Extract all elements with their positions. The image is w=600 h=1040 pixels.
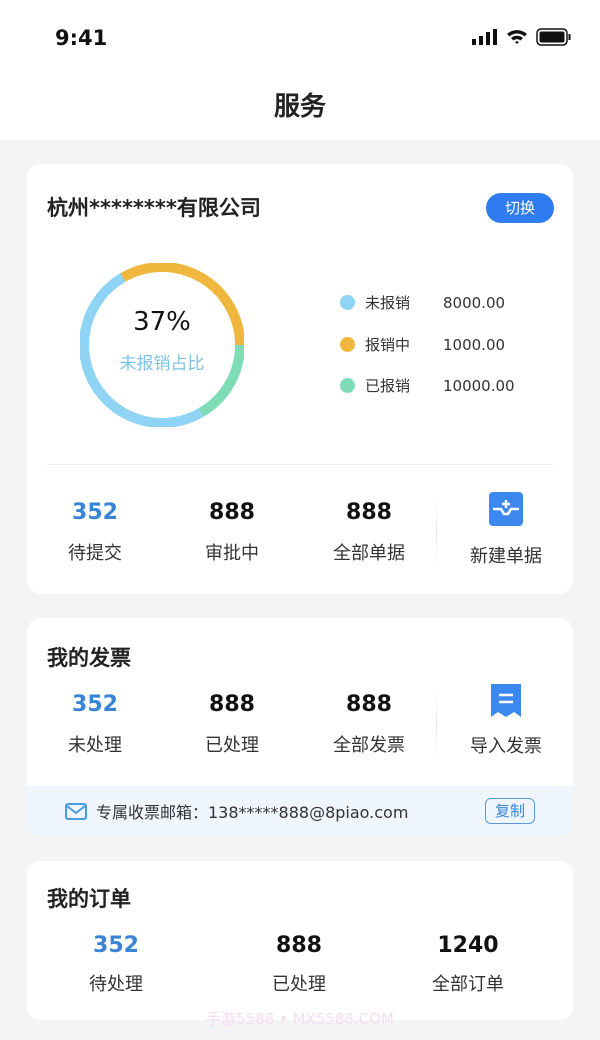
stat-processed-orders[interactable]: 888 已处理 xyxy=(272,933,326,995)
stat-pending-submit[interactable]: 352 待提交 xyxy=(68,500,122,564)
invoice-icon xyxy=(491,684,521,717)
legend-dot xyxy=(340,337,355,352)
battery-icon xyxy=(536,28,571,46)
copy-button[interactable]: 复制 xyxy=(485,798,535,824)
stat-all-documents[interactable]: 888 全部单据 xyxy=(333,500,405,564)
order-card: 我的订单 352 待处理 888 已处理 1240 全部订单 xyxy=(27,861,573,1020)
legend-item: 未报销 8000.00 xyxy=(340,292,505,313)
donut-segment-unreimbursed xyxy=(80,273,204,427)
donut-caption: 未报销占比 xyxy=(119,354,205,374)
import-invoice-button[interactable]: 导入发票 xyxy=(438,682,573,758)
invoice-mailbox-bar: 专属收票邮箱：138*****888@8piao.com 复制 xyxy=(27,786,573,836)
legend-item: 已报销 10000.00 xyxy=(340,375,515,396)
clock: 9:41 xyxy=(55,26,108,50)
company-card: 杭州********有限公司 切换 37% 未报销占比 未报销 8000.00 报… xyxy=(27,164,573,594)
switch-company-button[interactable]: 切换 xyxy=(486,193,554,223)
stat-all-invoices[interactable]: 888 全部发票 xyxy=(333,692,405,756)
stat-unprocessed-invoices[interactable]: 352 未处理 xyxy=(68,692,122,756)
legend-dot xyxy=(340,378,355,393)
mail-icon xyxy=(65,802,87,820)
donut-chart xyxy=(80,263,244,427)
new-document-icon xyxy=(489,492,523,526)
invoice-card: 我的发票 352 未处理 888 已处理 888 全部发票 导入发票 专属收票邮箱：1… xyxy=(27,618,573,836)
stat-pending-orders[interactable]: 352 待处理 xyxy=(89,933,143,995)
wifi-icon xyxy=(507,30,527,44)
divider xyxy=(47,464,553,465)
legend-dot xyxy=(340,295,355,310)
invoice-title: 我的发票 xyxy=(47,646,131,670)
company-name: 杭州********有限公司 xyxy=(47,196,261,220)
order-title: 我的订单 xyxy=(47,887,131,911)
donut-segment-in-progress xyxy=(120,263,244,346)
status-bar: 9:41 服务 xyxy=(0,0,600,140)
signal-icon xyxy=(472,29,497,45)
legend-item: 报销中 1000.00 xyxy=(340,334,505,355)
new-document-button[interactable]: 新建单据 xyxy=(438,492,573,568)
separator xyxy=(436,492,437,572)
stat-processed-invoices[interactable]: 888 已处理 xyxy=(205,692,259,756)
separator xyxy=(436,684,437,764)
donut-percent: 37% xyxy=(133,307,191,337)
stat-in-approval[interactable]: 888 审批中 xyxy=(205,500,259,564)
mailbox-address: 专属收票邮箱：138*****888@8piao.com xyxy=(96,803,409,822)
watermark: 手游5588 • MX5588.COM xyxy=(206,1010,394,1028)
page-title: 服务 xyxy=(273,92,326,122)
donut-segment-reimbursed xyxy=(198,344,244,417)
stat-all-orders[interactable]: 1240 全部订单 xyxy=(432,933,504,995)
